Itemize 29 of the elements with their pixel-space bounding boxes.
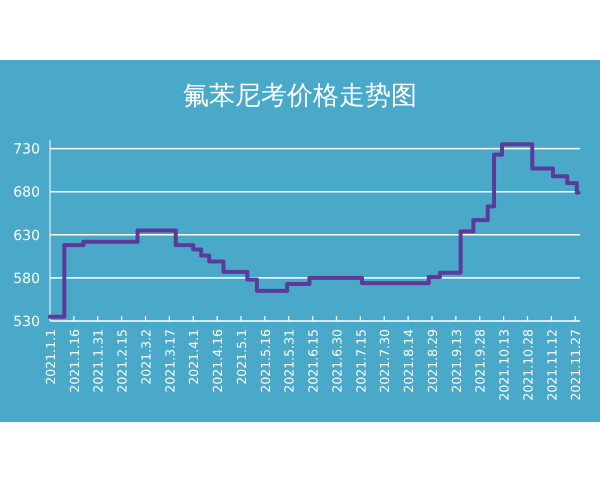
x-tick-label: 2021.10.28 (520, 328, 536, 401)
y-tick-label: 730 (13, 142, 40, 158)
y-tick-label: 630 (13, 228, 40, 244)
x-tick-label: 2021.5.1 (234, 329, 249, 385)
x-tick-label: 2021.9.28 (472, 328, 488, 393)
x-tick-label: 2021.8.29 (424, 328, 440, 393)
x-tick-label: 2021.6.15 (306, 329, 321, 393)
y-tick-label: 530 (13, 314, 40, 330)
y-tick-label: 580 (13, 270, 40, 287)
x-tick-label: 2021.9.13 (448, 329, 464, 393)
x-tick-label: 2021.3.17 (162, 329, 178, 393)
x-tick-label: 2021.1.31 (90, 329, 106, 393)
x-tick-label: 2021.10.13 (496, 329, 512, 401)
x-tick-label: 2021.4.16 (210, 328, 226, 393)
y-tick-label: 680 (13, 184, 40, 201)
x-tick-label: 2021.6.30 (329, 328, 344, 393)
x-tick-label: 2021.1.16 (66, 328, 82, 393)
x-tick-label: 2021.2.15 (114, 329, 130, 393)
x-tick-label: 2021.4.1 (186, 329, 202, 385)
x-tick-label: 2021.5.16 (258, 328, 273, 393)
x-tick-label: 2021.1.1 (43, 329, 58, 385)
x-tick-label: 2021.11.27 (568, 329, 584, 401)
x-tick-label: 2021.5.31 (282, 329, 297, 393)
x-tick-label: 2021.11.12 (544, 329, 560, 401)
x-tick-label: 2021.7.30 (377, 328, 392, 393)
x-tick-label: 2021.8.14 (401, 328, 416, 393)
chart-title: 氟苯尼考价格走势图 (183, 81, 417, 111)
x-tick-label: 2021.7.15 (353, 329, 368, 393)
x-tick-label: 2021.3.2 (138, 329, 154, 385)
